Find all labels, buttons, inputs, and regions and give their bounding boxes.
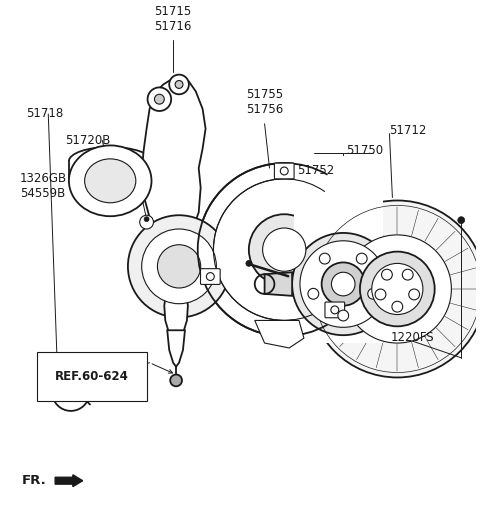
Circle shape <box>332 272 355 296</box>
Circle shape <box>331 306 339 314</box>
Circle shape <box>368 288 379 299</box>
Circle shape <box>169 75 189 94</box>
FancyBboxPatch shape <box>275 163 294 179</box>
Circle shape <box>198 163 371 336</box>
Circle shape <box>246 260 252 266</box>
Circle shape <box>375 289 386 300</box>
Polygon shape <box>294 156 383 343</box>
Text: 51715
51716: 51715 51716 <box>155 5 192 33</box>
Circle shape <box>300 241 386 327</box>
Polygon shape <box>167 330 185 366</box>
Circle shape <box>142 229 216 304</box>
Text: REF.60-624: REF.60-624 <box>55 370 129 383</box>
Circle shape <box>392 301 403 312</box>
FancyBboxPatch shape <box>201 269 220 284</box>
Circle shape <box>144 217 149 222</box>
Ellipse shape <box>84 159 136 203</box>
FancyArrow shape <box>55 475 83 487</box>
Ellipse shape <box>69 146 152 216</box>
Circle shape <box>382 269 392 280</box>
Circle shape <box>263 228 306 271</box>
Polygon shape <box>142 78 205 248</box>
Circle shape <box>206 272 214 280</box>
Circle shape <box>175 80 183 88</box>
Polygon shape <box>164 281 188 337</box>
Circle shape <box>280 167 288 175</box>
Circle shape <box>458 217 465 223</box>
Circle shape <box>292 233 395 335</box>
Circle shape <box>249 214 320 285</box>
Circle shape <box>360 252 435 326</box>
Circle shape <box>402 269 413 280</box>
Circle shape <box>170 374 182 386</box>
Circle shape <box>372 264 423 315</box>
Text: 1326GB
54559B: 1326GB 54559B <box>20 172 67 200</box>
Circle shape <box>356 253 367 264</box>
Circle shape <box>309 200 480 377</box>
Text: 51712: 51712 <box>389 124 427 137</box>
Text: 51752: 51752 <box>297 163 334 176</box>
Circle shape <box>322 263 365 306</box>
Circle shape <box>343 235 451 343</box>
Text: 51750: 51750 <box>346 144 384 157</box>
Polygon shape <box>255 321 304 348</box>
FancyBboxPatch shape <box>325 302 345 318</box>
Polygon shape <box>264 272 292 296</box>
Circle shape <box>409 289 420 300</box>
Circle shape <box>319 253 330 264</box>
Circle shape <box>147 87 171 111</box>
Text: 1220FS: 1220FS <box>390 330 434 343</box>
Circle shape <box>155 94 164 104</box>
Circle shape <box>338 310 348 321</box>
Text: 51718: 51718 <box>25 108 63 121</box>
Text: 51720B: 51720B <box>65 134 110 147</box>
Circle shape <box>128 215 230 317</box>
Circle shape <box>214 179 355 321</box>
Circle shape <box>140 215 154 229</box>
Circle shape <box>308 288 319 299</box>
Circle shape <box>157 245 201 288</box>
Text: FR.: FR. <box>22 474 47 487</box>
Text: 51755
51756: 51755 51756 <box>246 88 283 116</box>
